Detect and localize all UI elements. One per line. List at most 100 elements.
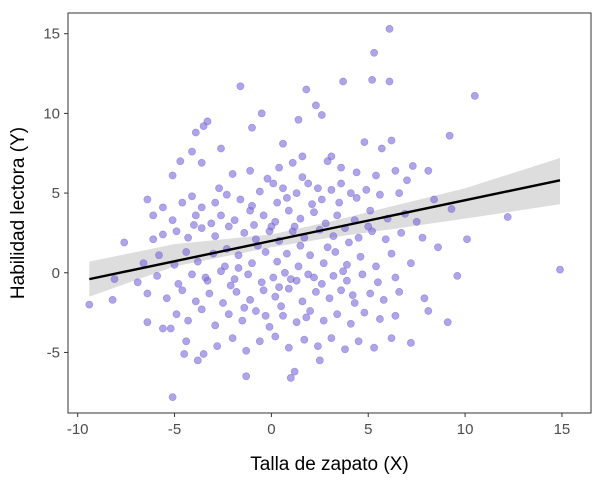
data-point [279, 184, 287, 193]
data-point [191, 297, 200, 306]
data-point [375, 315, 384, 323]
data-point [319, 316, 328, 325]
data-point [197, 305, 206, 314]
y-tick-label: 10 [43, 105, 60, 122]
data-point [368, 76, 376, 84]
data-point [176, 157, 185, 166]
data-point [273, 198, 282, 207]
data-point [143, 289, 152, 298]
data-point [203, 117, 212, 126]
data-point [275, 163, 283, 172]
data-point [158, 203, 167, 212]
data-point [133, 278, 142, 287]
x-tick-label: -5 [168, 421, 181, 438]
data-point [370, 343, 378, 352]
data-point [294, 262, 303, 271]
data-point [391, 166, 400, 175]
y-tick-label: 15 [43, 26, 60, 43]
data-point [373, 278, 382, 287]
data-point [207, 219, 216, 228]
data-point [240, 303, 249, 312]
data-point [337, 286, 345, 295]
data-point [234, 251, 243, 260]
plot-frame [67, 12, 592, 414]
data-point [238, 316, 247, 325]
data-point [387, 334, 396, 342]
data-point [337, 163, 345, 172]
data-point [201, 273, 210, 282]
data-point [286, 275, 295, 283]
data-point [358, 270, 367, 279]
y-axis-ticks: -5 0 5 10 15 [43, 26, 68, 361]
x-axis-ticks: -10 -5 0 5 10 15 [67, 413, 570, 438]
data-point [302, 313, 311, 322]
data-point [372, 171, 380, 180]
data-point [463, 235, 471, 244]
data-point [85, 300, 94, 309]
data-point [143, 195, 152, 204]
x-tick-label: 15 [554, 421, 571, 438]
x-tick-label: 5 [364, 421, 372, 438]
data-point [445, 131, 454, 140]
data-point [197, 203, 206, 212]
data-point [257, 109, 266, 118]
trend-line [89, 179, 561, 281]
data-point [172, 227, 181, 236]
data-point [284, 284, 293, 293]
data-point [168, 216, 177, 225]
data-point [352, 193, 361, 202]
data-point [162, 294, 171, 303]
data-point [265, 322, 274, 331]
data-point [387, 136, 396, 145]
data-point [211, 321, 220, 330]
data-point [257, 278, 266, 287]
data-point [288, 158, 297, 167]
data-point [269, 273, 278, 282]
data-point [248, 259, 256, 268]
data-point [408, 162, 417, 170]
data-point [284, 206, 293, 215]
data-point [199, 350, 208, 358]
data-point [224, 310, 233, 319]
data-point [370, 48, 378, 57]
data-point [346, 319, 355, 328]
data-point [342, 260, 351, 269]
data-point [333, 310, 342, 319]
data-point [193, 257, 202, 266]
data-point [166, 324, 175, 333]
data-point [424, 166, 433, 175]
data-point [248, 123, 256, 132]
data-point [267, 222, 276, 231]
data-point [346, 189, 355, 197]
data-point [447, 205, 456, 213]
data-point [168, 393, 177, 401]
data-point [261, 311, 270, 320]
y-axis-label: Habilidad lectora (Y) [8, 127, 29, 299]
data-point [397, 228, 406, 237]
data-point [379, 295, 388, 304]
data-point [308, 200, 316, 209]
data-point [286, 373, 295, 382]
data-point [406, 259, 415, 268]
data-point [372, 262, 380, 271]
data-point [443, 318, 452, 327]
data-point [230, 216, 239, 225]
data-point [282, 193, 291, 202]
data-point [313, 184, 322, 193]
data-point [296, 214, 305, 223]
data-point [226, 281, 235, 290]
data-point [255, 337, 264, 346]
y-tick-label: 5 [52, 185, 60, 202]
data-point [155, 251, 163, 260]
data-point [139, 259, 148, 268]
data-point [279, 311, 287, 320]
data-point [273, 257, 282, 266]
data-point [108, 295, 117, 304]
data-point [344, 238, 353, 247]
data-point [311, 101, 320, 110]
data-point [182, 337, 191, 346]
data-point [197, 224, 206, 232]
data-point [292, 189, 301, 197]
data-point [271, 332, 280, 341]
data-point [230, 275, 239, 283]
